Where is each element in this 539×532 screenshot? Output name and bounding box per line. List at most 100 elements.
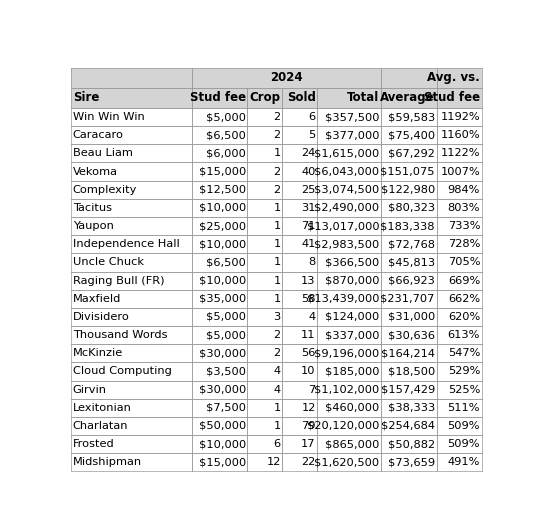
Text: Sire: Sire [73, 92, 99, 104]
Bar [317, 290, 381, 308]
Text: $337,000: $337,000 [325, 330, 379, 340]
Text: $38,333: $38,333 [388, 403, 435, 413]
Text: 10: 10 [301, 367, 316, 377]
Bar [192, 126, 247, 144]
Text: $73,659: $73,659 [388, 458, 435, 467]
Text: $50,000: $50,000 [198, 421, 246, 431]
Bar [247, 344, 282, 362]
Bar [381, 181, 437, 199]
Text: Cloud Computing: Cloud Computing [73, 367, 172, 377]
Bar [437, 253, 482, 271]
Bar [282, 253, 317, 271]
Text: 509%: 509% [447, 439, 480, 449]
Bar [317, 344, 381, 362]
Bar [282, 271, 317, 290]
Bar [381, 88, 437, 108]
Bar [247, 162, 282, 181]
Bar [247, 108, 282, 126]
Bar [247, 290, 282, 308]
Text: $66,923: $66,923 [388, 276, 435, 286]
Text: $6,500: $6,500 [206, 257, 246, 268]
Bar [192, 362, 247, 380]
Bar [71, 417, 192, 435]
Text: 17: 17 [301, 439, 316, 449]
Bar [71, 453, 192, 471]
Bar [317, 144, 381, 162]
Text: 12: 12 [266, 458, 281, 467]
Bar [381, 398, 437, 417]
Bar [282, 344, 317, 362]
Text: $157,429: $157,429 [381, 385, 435, 395]
Text: McKinzie: McKinzie [73, 348, 123, 358]
Text: $460,000: $460,000 [325, 403, 379, 413]
Bar [282, 162, 317, 181]
Bar [247, 181, 282, 199]
Bar [282, 181, 317, 199]
Bar [437, 308, 482, 326]
Bar [437, 435, 482, 453]
Text: 11: 11 [301, 330, 316, 340]
Bar [381, 217, 437, 235]
Text: $870,000: $870,000 [325, 276, 379, 286]
Text: Charlatan: Charlatan [73, 421, 128, 431]
Bar [247, 453, 282, 471]
Text: 2: 2 [274, 167, 281, 177]
Bar [317, 181, 381, 199]
Text: 491%: 491% [448, 458, 480, 467]
Bar [71, 199, 192, 217]
Text: 5: 5 [308, 130, 316, 140]
Text: 1122%: 1122% [440, 148, 480, 159]
Bar [247, 144, 282, 162]
Text: 1: 1 [273, 203, 281, 213]
Bar [247, 126, 282, 144]
Text: 547%: 547% [448, 348, 480, 358]
Text: 79: 79 [301, 421, 316, 431]
Text: 2: 2 [274, 130, 281, 140]
Text: 1: 1 [273, 221, 281, 231]
Text: 6: 6 [308, 112, 316, 122]
Text: Frosted: Frosted [73, 439, 115, 449]
Bar [71, 435, 192, 453]
Text: $231,707: $231,707 [381, 294, 435, 304]
Bar [192, 217, 247, 235]
Bar [71, 162, 192, 181]
Text: $30,000: $30,000 [198, 385, 246, 395]
Bar [317, 398, 381, 417]
Text: 25: 25 [301, 185, 316, 195]
Text: Midshipman: Midshipman [73, 458, 142, 467]
Bar [71, 344, 192, 362]
Bar [192, 108, 247, 126]
Text: $10,000: $10,000 [198, 203, 246, 213]
Bar [192, 417, 247, 435]
Bar [437, 235, 482, 253]
Bar [247, 271, 282, 290]
Text: 1007%: 1007% [440, 167, 480, 177]
Bar [282, 380, 317, 398]
Bar [381, 126, 437, 144]
Bar [192, 453, 247, 471]
Text: Girvin: Girvin [73, 385, 107, 395]
Bar [381, 435, 437, 453]
Bar [282, 144, 317, 162]
Bar [317, 362, 381, 380]
Bar [437, 380, 482, 398]
Text: 733%: 733% [447, 221, 480, 231]
Bar [192, 271, 247, 290]
Text: $30,000: $30,000 [198, 348, 246, 358]
Bar [71, 326, 192, 344]
Text: Lexitonian: Lexitonian [73, 403, 132, 413]
Text: 1192%: 1192% [440, 112, 480, 122]
Text: 525%: 525% [448, 385, 480, 395]
Bar [192, 181, 247, 199]
Bar [381, 162, 437, 181]
Text: $45,813: $45,813 [388, 257, 435, 268]
Text: $10,000: $10,000 [198, 439, 246, 449]
Text: $3,500: $3,500 [206, 367, 246, 377]
Bar [192, 380, 247, 398]
Bar [317, 435, 381, 453]
Text: Crop: Crop [250, 92, 281, 104]
Text: 803%: 803% [447, 203, 480, 213]
Bar [437, 144, 482, 162]
Text: Average: Average [380, 92, 435, 104]
Text: $1,615,000: $1,615,000 [314, 148, 379, 159]
